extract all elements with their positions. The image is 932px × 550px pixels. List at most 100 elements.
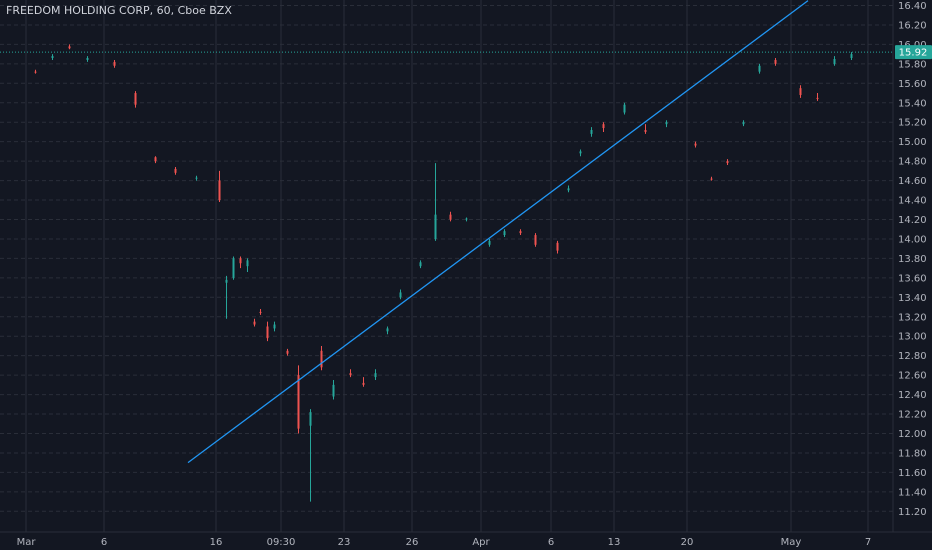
candle-body: [534, 235, 537, 245]
candle-body: [266, 326, 269, 339]
candle-body: [567, 188, 570, 191]
y-tick-label: 13.60: [898, 273, 927, 284]
y-tick-label: 14.00: [898, 234, 927, 245]
x-tick-label: 20: [681, 537, 694, 548]
candle-body: [816, 97, 819, 99]
time-axis[interactable]: Mar 6 16 09:30 23 26 Apr 6 13 20 May 7: [17, 537, 872, 548]
y-tick-label: 14.80: [898, 157, 927, 168]
y-tick-label: 16.40: [898, 1, 927, 12]
y-tick-label: 15.20: [898, 118, 927, 129]
candle-body: [465, 218, 468, 220]
candle-body: [349, 373, 352, 376]
candle-body: [602, 124, 605, 129]
y-tick-label: 12.60: [898, 371, 927, 382]
y-tick-label: 11.80: [898, 448, 927, 459]
y-tick-label: 12.40: [898, 390, 927, 401]
candle-body: [374, 373, 377, 378]
y-tick-label: 14.40: [898, 196, 927, 207]
last-price-badge-bg: [895, 45, 932, 60]
x-tick-label: Apr: [472, 537, 490, 548]
candle-body: [297, 375, 300, 429]
candle-body: [503, 231, 506, 236]
candle-body: [68, 46, 71, 49]
x-tick-label: 7: [865, 537, 871, 548]
candle-body: [218, 180, 221, 201]
candle-body: [232, 258, 235, 278]
y-tick-label: 11.60: [898, 468, 927, 479]
candle-body: [726, 161, 729, 164]
candle-body: [246, 260, 249, 267]
candle-body: [174, 168, 177, 173]
y-tick-label: 15.40: [898, 98, 927, 109]
candle-body: [332, 384, 335, 397]
candle-body: [850, 54, 853, 59]
candle-body: [774, 59, 777, 64]
candle-body: [195, 177, 198, 179]
y-tick-label: 12.20: [898, 410, 927, 421]
y-tick-label: 12.80: [898, 351, 927, 362]
trendline-layer[interactable]: [187, 0, 809, 464]
y-tick-label: 11.20: [898, 507, 927, 518]
y-tick-label: 16.20: [898, 20, 927, 31]
last-price-label: 15.92: [899, 48, 928, 59]
x-tick-label: 16: [210, 537, 223, 548]
candle-body: [758, 65, 761, 72]
x-tick-label: Mar: [17, 537, 37, 548]
y-tick-label: 13.80: [898, 254, 927, 265]
candle-body: [519, 231, 522, 234]
y-tick-label: 12.00: [898, 429, 927, 440]
candle-body: [259, 311, 262, 313]
candle-body: [86, 58, 89, 60]
y-tick-label: 14.60: [898, 176, 927, 187]
x-tick-label: 13: [608, 537, 621, 548]
y-tick-label: 13.40: [898, 293, 927, 304]
x-tick-label: 6: [548, 537, 554, 548]
y-tick-label: 15.00: [898, 137, 927, 148]
candle-body: [51, 56, 54, 59]
candle-body: [399, 292, 402, 298]
candle-body: [833, 58, 836, 64]
candle-body: [286, 350, 289, 354]
candle-body: [623, 104, 626, 113]
candle-body: [644, 130, 647, 132]
x-tick-label: 26: [406, 537, 419, 548]
y-tick-label: 11.40: [898, 487, 927, 498]
candle-body: [309, 412, 312, 426]
candle-body: [134, 93, 137, 105]
y-tick-label: 13.00: [898, 332, 927, 343]
last-price-badge: 15.92: [895, 45, 932, 60]
candle-body: [665, 122, 668, 125]
candle-body: [320, 350, 323, 368]
candle-body: [239, 258, 242, 264]
candle-body: [434, 214, 437, 239]
trendline[interactable]: [187, 0, 809, 464]
y-tick-label: 14.20: [898, 215, 927, 226]
candle-body: [419, 262, 422, 267]
candle-body: [386, 328, 389, 332]
y-tick-label: 15.80: [898, 59, 927, 70]
candles: [34, 44, 853, 502]
candle-body: [590, 130, 593, 134]
chart-title: FREEDOM HOLDING CORP, 60, Cboe BZX: [6, 4, 232, 17]
y-tick-label: 15.60: [898, 79, 927, 90]
x-tick-label: 09:30: [267, 537, 296, 548]
candle-body: [154, 157, 157, 162]
candle-body: [694, 143, 697, 146]
candle-body: [113, 61, 116, 66]
y-tick-label: 13.20: [898, 312, 927, 323]
candle-body: [799, 88, 802, 95]
candle-body: [362, 382, 365, 385]
candle-body: [253, 321, 256, 325]
candle-body: [488, 240, 491, 245]
candle-body: [449, 214, 452, 220]
x-tick-label: 6: [101, 537, 107, 548]
candle-body: [710, 178, 713, 180]
candle-body: [579, 151, 582, 154]
x-tick-label: 23: [338, 537, 351, 548]
candle-body: [742, 122, 745, 125]
candle-body: [273, 324, 276, 329]
candle-body: [34, 71, 37, 73]
x-tick-label: May: [781, 537, 802, 548]
